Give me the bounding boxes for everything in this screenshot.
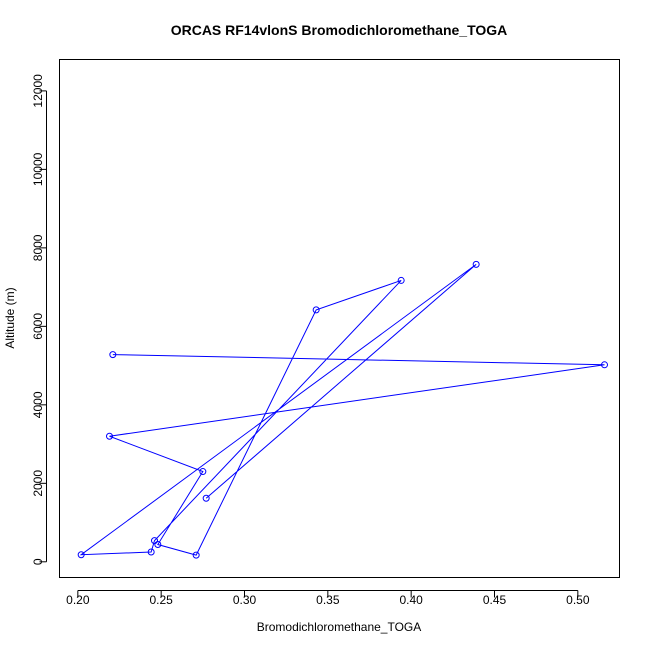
x-tick-label: 0.40 — [399, 593, 423, 607]
data-point — [106, 432, 113, 440]
x-tick-label: 0.20 — [66, 593, 90, 607]
data-point — [312, 306, 320, 314]
x-tick-label: 0.35 — [316, 593, 340, 607]
data-point — [199, 468, 207, 476]
data-point — [472, 260, 480, 268]
y-tick-label: 2000 — [31, 470, 45, 497]
y-tick-label: 10000 — [31, 152, 45, 186]
series-group — [77, 260, 608, 559]
y-axis: 0 2000 4000 6000 8000 10000 12000 — [31, 74, 47, 565]
data-point — [202, 494, 210, 502]
data-point — [147, 548, 155, 556]
data-point — [154, 541, 162, 549]
y-axis-label: Altitude (m) — [3, 287, 17, 348]
y-tick-label: 12000 — [31, 74, 45, 108]
data-point — [397, 276, 405, 284]
x-tick-label: 0.45 — [483, 593, 507, 607]
y-tick-label: 4000 — [31, 391, 45, 418]
x-axis-label: Bromodichloromethane_TOGA — [257, 620, 422, 634]
data-point — [77, 551, 85, 559]
data-point — [192, 551, 200, 559]
x-axis: 0.20 0.25 0.30 0.35 0.40 0.45 0.50 — [66, 590, 590, 607]
y-tick-label: 8000 — [31, 234, 45, 261]
y-tick-label: 6000 — [31, 313, 45, 340]
x-tick-label: 0.50 — [566, 593, 590, 607]
y-tick-label: 0 — [31, 558, 45, 565]
chart-title: ORCAS RF14vlonS Bromodichloromethane_TOG… — [171, 22, 508, 38]
x-tick-label: 0.25 — [149, 593, 173, 607]
data-point — [109, 351, 117, 359]
plot-frame — [59, 59, 620, 578]
data-point — [601, 361, 608, 369]
series-line — [79, 263, 605, 556]
x-tick-label: 0.30 — [233, 593, 257, 607]
